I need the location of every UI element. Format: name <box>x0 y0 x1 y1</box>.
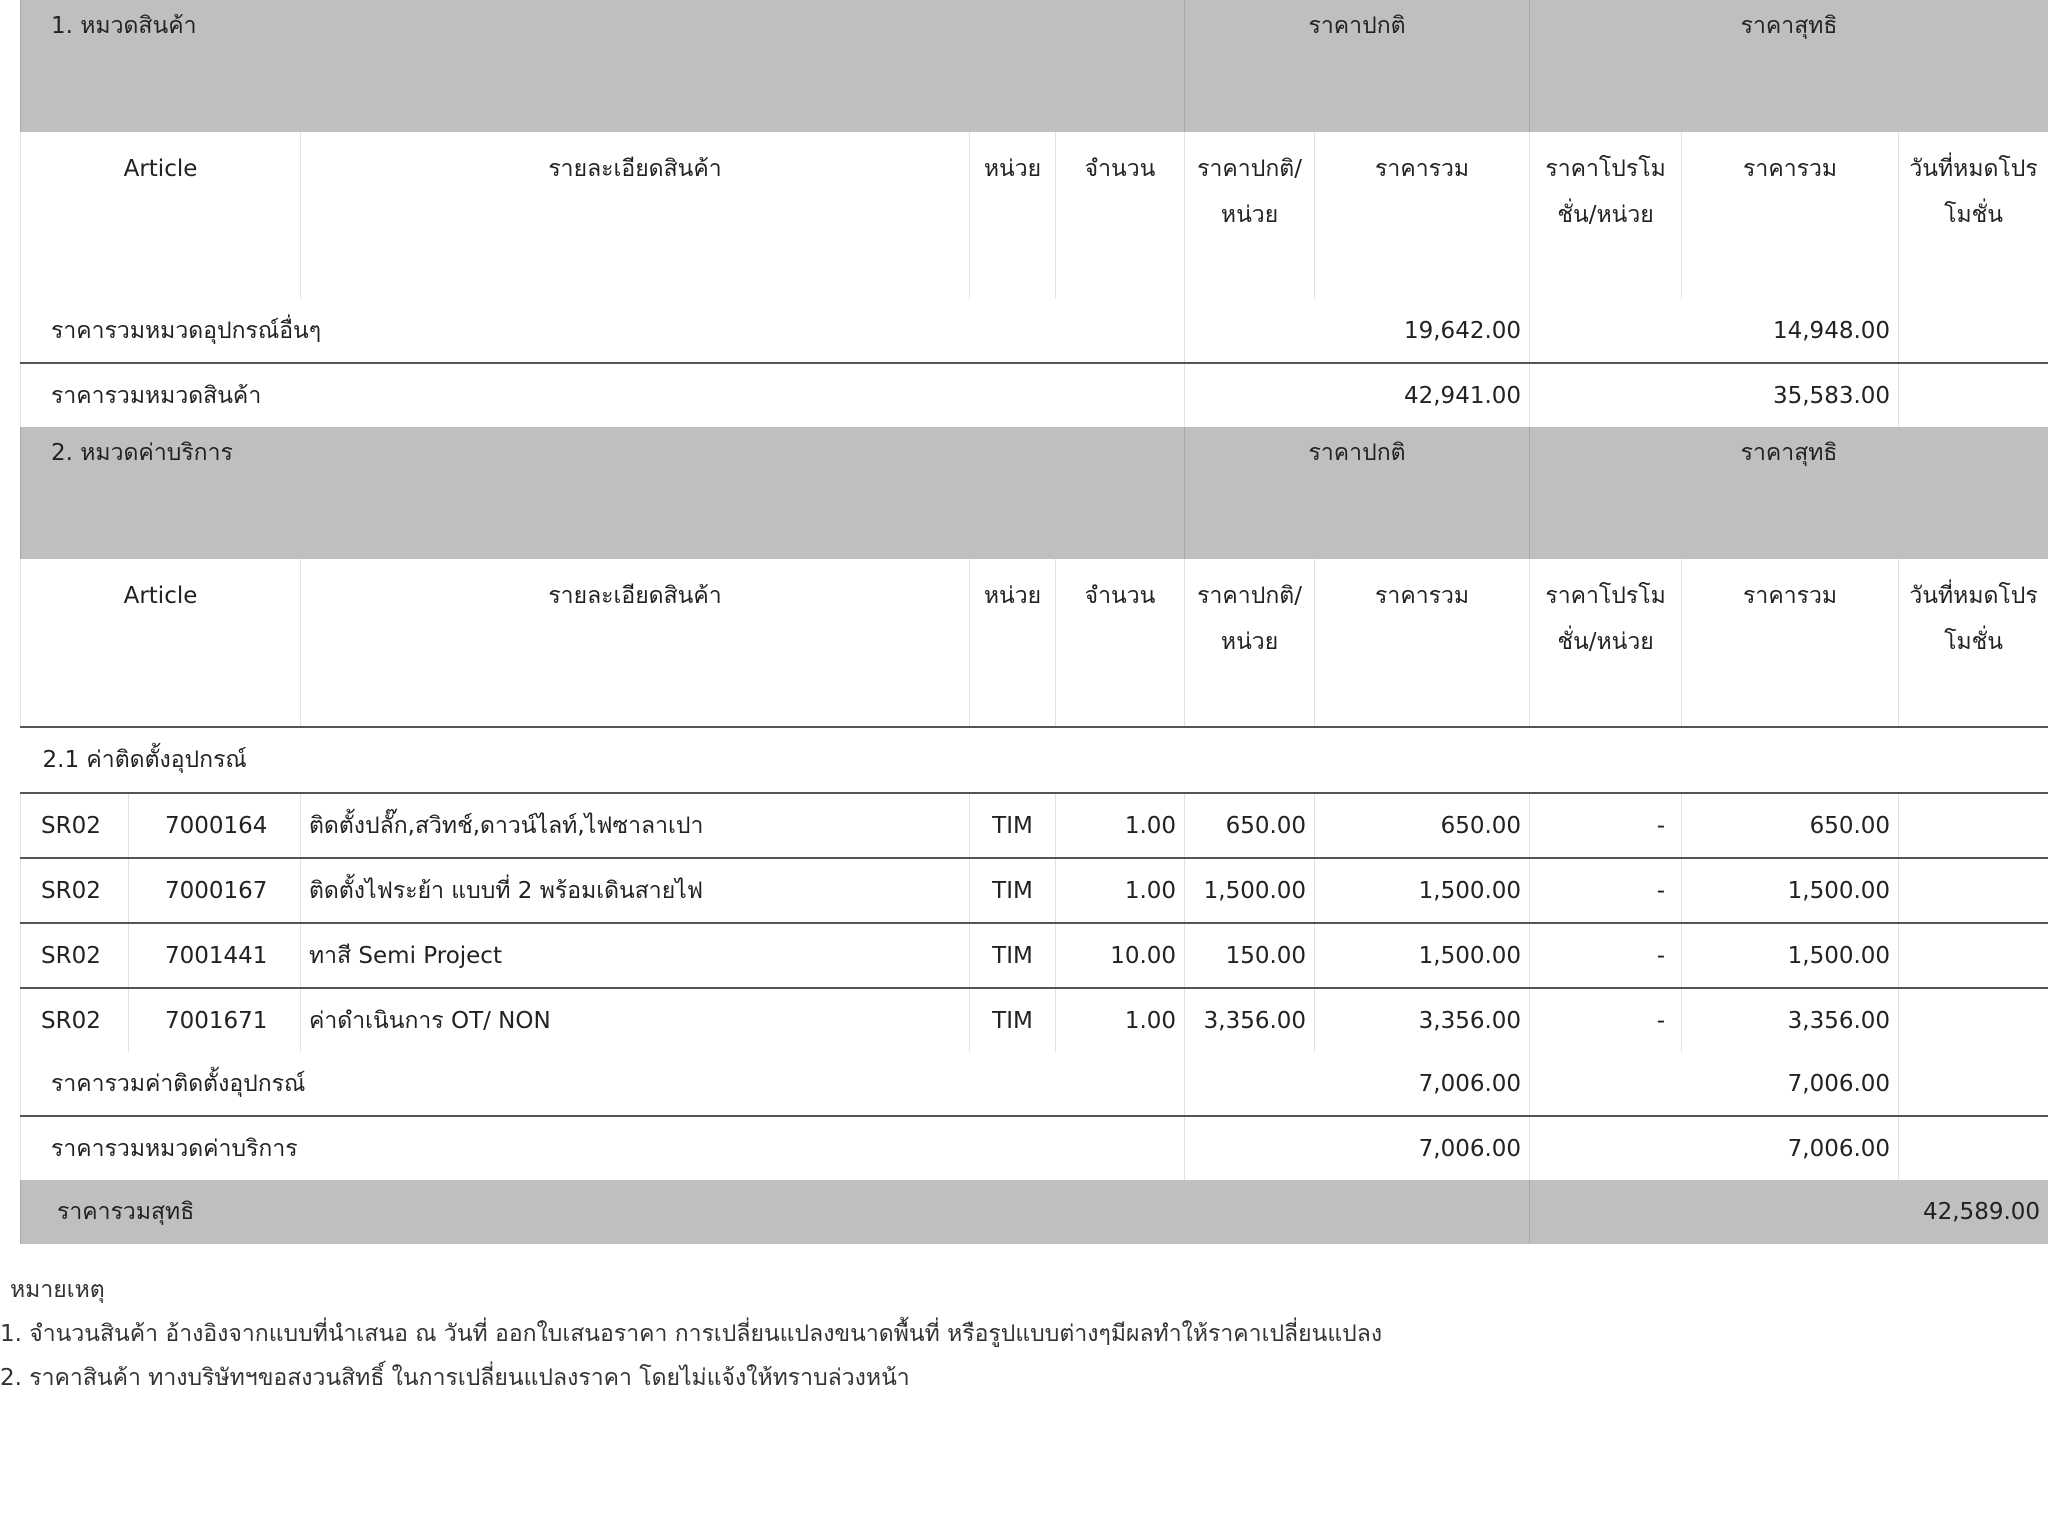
item-total: 650.00 <box>1314 793 1531 858</box>
section-header: 1. หมวดสินค้า ราคาปกติ ราคาสุทธิ <box>19 0 2048 132</box>
table-row: SR02 7001441 ทาสี Semi Project TIM 10.00 150.… <box>20 923 2048 988</box>
col-article: Article <box>20 132 301 299</box>
item-total: 1,500.00 <box>1314 858 1531 923</box>
section-header: 2. หมวดค่าบริการ ราคาปกติ ราคาสุทธิ <box>19 427 2048 559</box>
subtotal-net: 7,006.00 <box>1529 1116 1900 1180</box>
item-unit-price: 150.00 <box>1184 923 1316 988</box>
item-code: SR02 <box>20 793 129 858</box>
note-item: 1. จำนวนสินค้า อ้างอิงจากแบบที่นำเสนอ ณ … <box>0 1321 1383 1347</box>
quotation-table: 1. หมวดสินค้า ราคาปกติ ราคาสุทธิ Article… <box>19 0 2048 1244</box>
table-row: SR02 7000167 ติดตั้งไฟระย้า แบบที่ 2 พร้อม… <box>20 858 2048 923</box>
col-unit-price: ราคาปกติ/หน่วย <box>1184 132 1316 299</box>
item-unit-price: 650.00 <box>1184 793 1316 858</box>
subtotal-row: ราคารวมหมวดสินค้า 42,941.00 35,583.00 <box>19 363 2048 427</box>
item-article: 7001441 <box>128 923 301 988</box>
notes: หมายเหตุ 1. จำนวนสินค้า อ้างอิงจากแบบที่… <box>0 1268 1382 1400</box>
section-title: 1. หมวดสินค้า <box>19 0 1186 132</box>
item-promo-end <box>1898 858 2048 923</box>
item-qty: 1.00 <box>1054 793 1186 858</box>
item-qty: 10.00 <box>1054 923 1186 988</box>
grand-total-value: 42,589.00 <box>1529 1180 2048 1244</box>
group-regular-price: ราคาปกติ <box>1184 0 1531 132</box>
col-unit: หน่วย <box>969 132 1056 299</box>
table-row: SR02 7000164 ติดตั้งปลั๊ก,สวิทช์,ดาวน์ไลท์… <box>20 793 2048 858</box>
item-promo-price: - <box>1529 793 1683 858</box>
note-item: 2. ราคาสินค้า ทางบริษัทฯขอสงวนสิทธิ์ ในก… <box>0 1365 910 1391</box>
subsection-title: 2.1 ค่าติดตั้งอุปกรณ์ <box>42 747 247 773</box>
item-net-total: 3,356.00 <box>1681 988 1900 1052</box>
subtotal-net: 14,948.00 <box>1529 299 1900 363</box>
item-unit-price: 1,500.00 <box>1184 858 1316 923</box>
section-title: 2. หมวดค่าบริการ <box>19 427 1186 559</box>
subtotal-label: ราคารวมค่าติดตั้งอุปกรณ์ <box>19 1052 1186 1116</box>
item-qty: 1.00 <box>1054 988 1186 1052</box>
col-promo-end: วันที่หมดโปรโมชั่น <box>1898 559 2048 727</box>
item-promo-end <box>1898 793 2048 858</box>
item-description: ติดตั้งไฟระย้า แบบที่ 2 พร้อมเดินสายไฟ <box>300 858 970 923</box>
subtotal-row: ราคารวมค่าติดตั้งอุปกรณ์ 7,006.00 7,006.… <box>19 1052 2048 1116</box>
col-total: ราคารวม <box>1314 559 1531 727</box>
item-unit: TIM <box>969 858 1056 923</box>
grand-total-row: ราคารวมสุทธิ 42,589.00 <box>19 1180 2048 1244</box>
col-description: รายละเอียดสินค้า <box>300 132 970 299</box>
group-regular-price: ราคาปกติ <box>1184 427 1531 559</box>
col-net-total: ราคารวม <box>1681 132 1900 299</box>
col-unit-price: ราคาปกติ/หน่วย <box>1184 559 1316 727</box>
subtotal-regular: 7,006.00 <box>1184 1052 1531 1116</box>
subtotal-row: ราคารวมหมวดอุปกรณ์อื่นๆ 19,642.00 14,948… <box>19 299 2048 363</box>
item-qty: 1.00 <box>1054 858 1186 923</box>
col-description: รายละเอียดสินค้า <box>300 559 970 727</box>
grand-total-label: ราคารวมสุทธิ <box>19 1180 1531 1244</box>
item-code: SR02 <box>20 923 129 988</box>
item-unit: TIM <box>969 988 1056 1052</box>
col-unit: หน่วย <box>969 559 1056 727</box>
item-total: 1,500.00 <box>1314 923 1531 988</box>
subtotal-net: 7,006.00 <box>1529 1052 1900 1116</box>
col-qty: จำนวน <box>1054 559 1186 727</box>
item-unit: TIM <box>969 793 1056 858</box>
subtotal-label: ราคารวมหมวดอุปกรณ์อื่นๆ <box>19 299 1186 363</box>
notes-heading: หมายเหตุ <box>10 1277 105 1303</box>
col-promo-price: ราคาโปรโมชั่น/หน่วย <box>1529 132 1683 299</box>
table-row: SR02 7001671 ค่าดำเนินการ OT/ NON TIM 1.00 3,… <box>20 988 2048 1052</box>
col-promo-price: ราคาโปรโมชั่น/หน่วย <box>1529 559 1683 727</box>
group-net-price: ราคาสุทธิ <box>1529 427 2048 559</box>
item-unit: TIM <box>969 923 1056 988</box>
subsection-row: 2.1 ค่าติดตั้งอุปกรณ์ <box>20 727 2048 793</box>
item-promo-price: - <box>1529 923 1683 988</box>
item-code: SR02 <box>20 858 129 923</box>
item-promo-price: - <box>1529 858 1683 923</box>
item-article: 7001671 <box>128 988 301 1052</box>
col-total: ราคารวม <box>1314 132 1531 299</box>
item-net-total: 650.00 <box>1681 793 1900 858</box>
subtotal-regular: 42,941.00 <box>1184 363 1531 427</box>
item-article: 7000167 <box>128 858 301 923</box>
col-article: Article <box>20 559 301 727</box>
item-code: SR02 <box>20 988 129 1052</box>
column-header-row: Article รายละเอียดสินค้า หน่วย จำนวน ราค… <box>20 132 2048 299</box>
col-qty: จำนวน <box>1054 132 1186 299</box>
subtotal-regular: 7,006.00 <box>1184 1116 1531 1180</box>
item-unit-price: 3,356.00 <box>1184 988 1316 1052</box>
col-net-total: ราคารวม <box>1681 559 1900 727</box>
column-header-row: Article รายละเอียดสินค้า หน่วย จำนวน ราค… <box>20 559 2048 727</box>
item-promo-end <box>1898 923 2048 988</box>
item-total: 3,356.00 <box>1314 988 1531 1052</box>
item-net-total: 1,500.00 <box>1681 923 1900 988</box>
item-description: ทาสี Semi Project <box>300 923 970 988</box>
item-promo-end <box>1898 988 2048 1052</box>
item-description: ติดตั้งปลั๊ก,สวิทช์,ดาวน์ไลท์,ไฟซาลาเปา <box>300 793 970 858</box>
subtotal-regular: 19,642.00 <box>1184 299 1531 363</box>
subtotal-row: ราคารวมหมวดค่าบริการ 7,006.00 7,006.00 <box>19 1116 2048 1180</box>
item-description: ค่าดำเนินการ OT/ NON <box>300 988 970 1052</box>
item-article: 7000164 <box>128 793 301 858</box>
subtotal-net: 35,583.00 <box>1529 363 1900 427</box>
subtotal-label: ราคารวมหมวดค่าบริการ <box>19 1116 1186 1180</box>
group-net-price: ราคาสุทธิ <box>1529 0 2048 132</box>
item-net-total: 1,500.00 <box>1681 858 1900 923</box>
col-promo-end: วันที่หมดโปรโมชั่น <box>1898 132 2048 299</box>
item-promo-price: - <box>1529 988 1683 1052</box>
subtotal-label: ราคารวมหมวดสินค้า <box>19 363 1186 427</box>
